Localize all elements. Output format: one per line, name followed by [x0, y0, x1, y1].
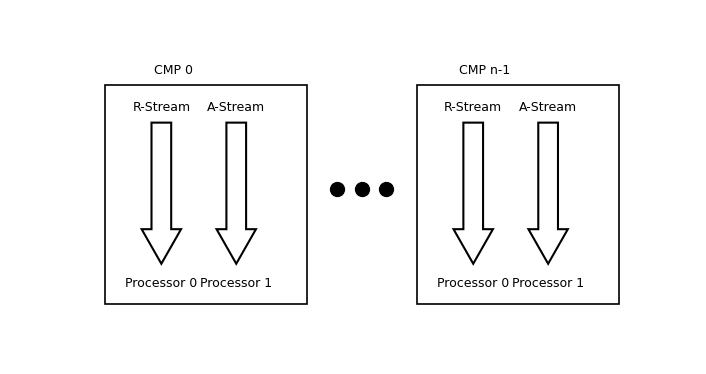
- Text: Processor 0: Processor 0: [437, 277, 509, 290]
- Polygon shape: [217, 123, 256, 264]
- Text: CMP 0: CMP 0: [154, 64, 193, 77]
- Text: CMP n-1: CMP n-1: [460, 64, 510, 77]
- Polygon shape: [453, 123, 493, 264]
- Text: A-Stream: A-Stream: [519, 101, 578, 114]
- Text: A-Stream: A-Stream: [207, 101, 265, 114]
- Bar: [104, 85, 307, 304]
- Text: R-Stream: R-Stream: [444, 101, 502, 114]
- Polygon shape: [528, 123, 568, 264]
- Bar: [417, 85, 619, 304]
- Text: Processor 1: Processor 1: [512, 277, 584, 290]
- Polygon shape: [142, 123, 181, 264]
- Text: Processor 1: Processor 1: [201, 277, 273, 290]
- Text: R-Stream: R-Stream: [132, 101, 191, 114]
- Text: Processor 0: Processor 0: [125, 277, 198, 290]
